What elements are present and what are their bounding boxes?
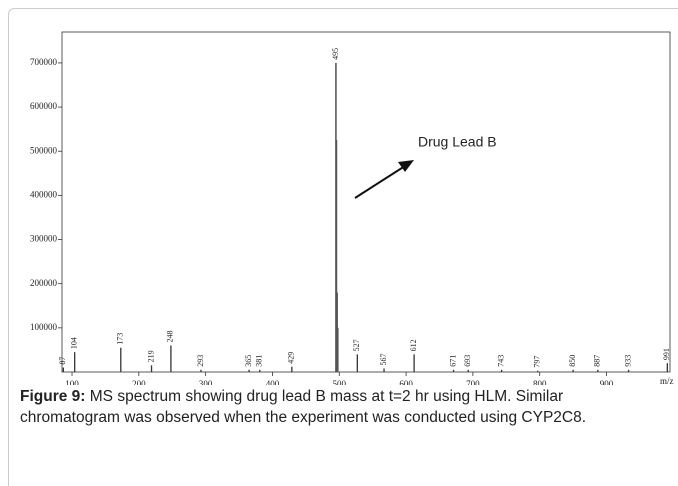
peak-label: 612 [409,339,418,351]
peak-label: 693 [463,355,472,367]
peak-label: 429 [287,352,296,364]
x-tick-label: 600 [399,379,413,385]
peak-label: 671 [448,355,457,367]
y-tick-label: 300000 [30,234,58,244]
x-tick-label: 800 [533,379,547,385]
x-tick-label: 900 [600,379,614,385]
arrow-head [398,160,414,172]
caption-text: MS spectrum showing drug lead B mass at … [20,388,587,426]
x-tick-label: 200 [132,379,146,385]
peak-label: 991 [662,348,671,360]
x-tick-label: 700 [466,379,480,385]
peak-label: 365 [244,355,253,367]
y-tick-label: 200000 [30,278,58,288]
chart: m/z Drug Lead B 100000 200000 300000 400000… [30,31,674,385]
peak-label: 104 [70,337,79,349]
x-axis-label: m/z [660,376,674,385]
annotation: Drug Lead B [418,134,497,150]
x-tick-label: 100 [65,379,79,385]
peak-label: 850 [568,355,577,367]
peak-label: 219 [146,350,155,362]
peak-label: 293 [196,355,205,367]
y-tick-label: 500000 [30,145,58,155]
caption: Figure 9: MS spectrum showing drug lead … [20,386,660,428]
peak-label: 933 [623,355,632,367]
x-tick-label: 400 [266,379,280,385]
y-tick-label: 100000 [30,322,58,332]
annotation-arrow [354,165,406,199]
y-tick-label: 700000 [30,57,58,67]
y-tick-label: 400000 [30,189,58,199]
peak-label: 173 [116,333,125,345]
peak-label: 743 [496,355,505,367]
figure-frame [8,8,678,486]
peak-label: 527 [352,339,361,351]
x-tick-label: 500 [333,379,347,385]
peak-label: 797 [533,356,542,368]
peak-label: 381 [255,355,264,367]
caption-label: Figure 9: [20,388,86,405]
peak-label: 87 [58,357,67,365]
peak-label: 567 [379,353,388,365]
x-tick-label: 300 [199,379,213,385]
peak-label: 887 [593,355,602,367]
plot-frame [61,31,671,373]
peak-label: 495 [331,48,340,60]
y-tick-label: 600000 [30,101,58,111]
peak-label: 248 [166,331,175,343]
